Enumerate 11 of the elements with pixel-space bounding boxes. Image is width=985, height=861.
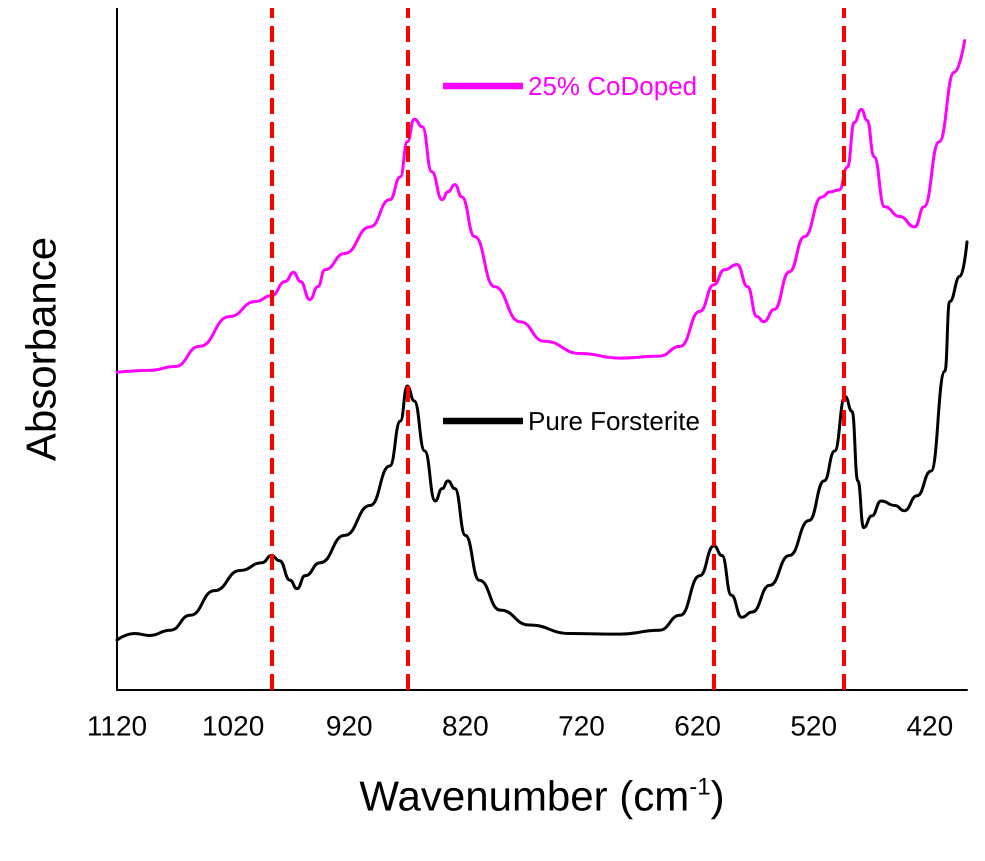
x-tick-label: 1120 (86, 710, 148, 742)
x-tick-label: 920 (326, 710, 373, 742)
x-tick-label: 420 (906, 710, 954, 742)
x-tick-label: 620 (674, 710, 721, 742)
y-axis-title: Absorbance (18, 236, 64, 462)
x-tick-label: 520 (790, 710, 838, 742)
x-tick-label: 1020 (202, 710, 264, 742)
legend-label: 25% CoDoped (528, 71, 698, 101)
x-tick-label: 720 (558, 710, 605, 742)
legend-label: Pure Forsterite (528, 406, 700, 436)
x-tick-label: 820 (442, 710, 489, 742)
